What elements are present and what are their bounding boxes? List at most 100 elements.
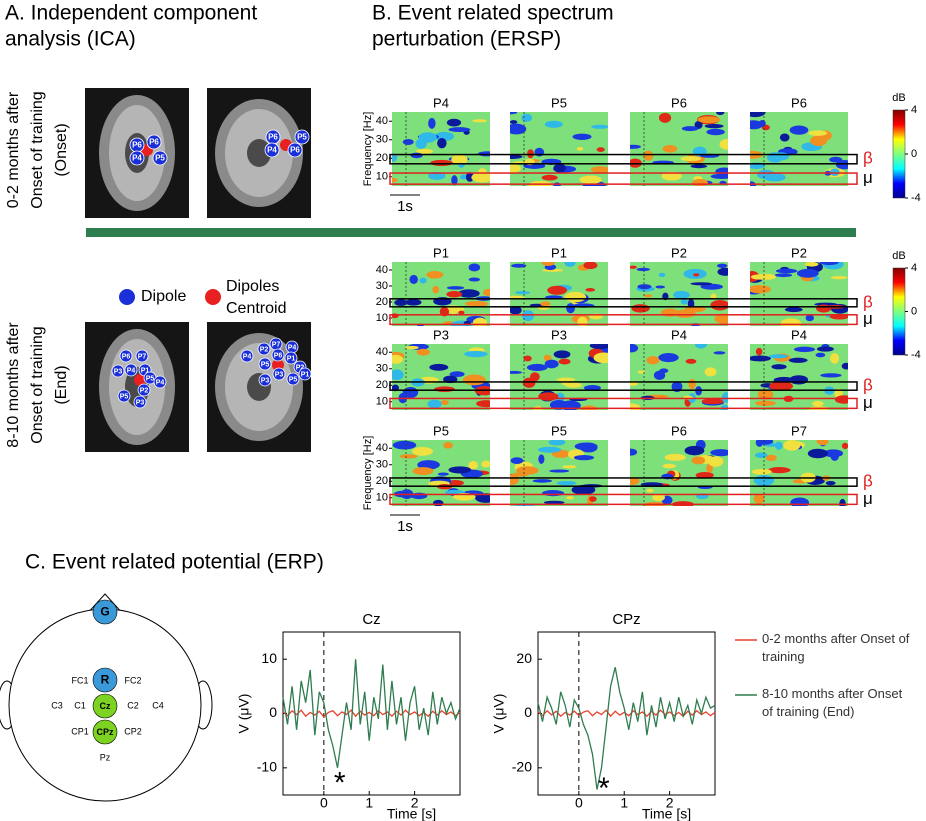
ersp-blob: [808, 130, 828, 136]
ersp-blob: [758, 120, 766, 127]
y-tick-label: 10: [261, 650, 277, 666]
plot-title: P4: [433, 95, 449, 110]
ersp-blob: [750, 285, 771, 294]
electrode-label: CPz: [96, 727, 114, 737]
ersp-blob: [564, 262, 576, 267]
dipole: [284, 351, 298, 365]
y-tick-label: 10: [376, 171, 388, 183]
ersp-blob: [630, 265, 637, 269]
ersp-blob: [690, 282, 712, 286]
ersp-blob: [768, 354, 789, 359]
ersp-blob: [593, 352, 608, 364]
ersp-blob: [706, 128, 725, 136]
ersp-blob: [538, 454, 545, 464]
plot-title: P4: [791, 327, 807, 342]
ersp-blob: [558, 358, 571, 365]
ersp-blob: [544, 359, 559, 369]
ersp-blob: [754, 452, 768, 458]
dipole-label: P4: [288, 344, 297, 351]
ersp-blob: [694, 120, 703, 129]
ersp-blob: [710, 173, 728, 179]
electrode-label: Cz: [100, 701, 111, 711]
ersp-blob: [662, 145, 678, 153]
electrode-label: C2: [127, 700, 139, 710]
ersp-blob: [516, 466, 539, 475]
ersp-blob: [704, 367, 717, 377]
y-tick-label: 30: [376, 134, 388, 146]
dipole-label: P6: [274, 352, 283, 359]
ersp-blob: [419, 277, 427, 284]
ersp-blob: [631, 304, 650, 313]
y-tick-label: 0: [524, 704, 532, 720]
ersp-blob: [472, 119, 488, 123]
ersp-blob: [823, 449, 844, 458]
ersp-blob: [694, 344, 708, 349]
ersp-blob: [428, 117, 436, 129]
y-tick-label: 40: [376, 442, 388, 454]
ersp-blob: [541, 174, 558, 181]
ersp-blob: [566, 303, 576, 314]
ersp-blob: [542, 490, 565, 497]
plot-title: P7: [791, 423, 807, 438]
ersp-blob: [523, 355, 532, 362]
ersp-blob: [658, 112, 672, 123]
axis-label: Time [s]: [387, 806, 436, 821]
plot-title: P5: [551, 423, 567, 438]
dipole: [298, 367, 312, 381]
ersp-blob: [543, 500, 565, 505]
ersp-blob: [714, 313, 728, 325]
plot-title: P5: [551, 95, 567, 110]
electrode: [92, 599, 118, 625]
ersp-blob: [562, 465, 577, 469]
ersp-blob: [411, 447, 434, 456]
ersp-blob: [830, 353, 840, 364]
dipole: [146, 134, 162, 150]
colorbar-tick-label: 0: [911, 148, 917, 160]
electrode-label: CP2: [124, 726, 142, 736]
colorbar-tick-label: 0: [911, 305, 917, 317]
axis-label: Time [s]: [642, 806, 691, 821]
dipole-label: P3: [275, 371, 284, 378]
y-tick-label: 10: [376, 396, 388, 408]
colorbar-tick-label: -4: [911, 192, 921, 204]
ersp-blob: [510, 474, 519, 486]
dipole-label: P6: [149, 138, 159, 147]
ersp-blob: [783, 440, 801, 451]
ersp-blob: [451, 154, 468, 165]
ersp-blob: [577, 316, 588, 326]
dipole: [272, 367, 286, 381]
ersp-blob: [596, 147, 605, 152]
ersp-blob: [458, 310, 465, 315]
ersp-blob: [710, 293, 717, 300]
ersp-blob: [573, 455, 595, 461]
dipole: [258, 357, 272, 371]
ersp-blob: [564, 291, 587, 303]
dipole: [153, 375, 167, 389]
ersp-blob: [526, 363, 548, 372]
ersp-blob: [755, 347, 763, 356]
ersp-blob: [565, 496, 574, 500]
dipole: [294, 129, 310, 145]
dipole-label: P1: [287, 355, 296, 362]
ersp-blob: [418, 132, 437, 143]
ersp-blob: [707, 456, 724, 467]
ersp-blob: [392, 440, 417, 450]
ersp-blob: [841, 362, 848, 370]
ersp-blob: [819, 262, 839, 266]
plot-title: P3: [433, 327, 449, 342]
y-tick-label: 30: [376, 459, 388, 471]
y-tick-label: 40: [376, 346, 388, 358]
ersp-blob: [446, 118, 462, 127]
colorbar-tick-label: 4: [911, 262, 917, 274]
dipole-label: P5: [261, 361, 270, 368]
ersp-blob: [755, 400, 776, 406]
axis-label: V (μV): [491, 694, 507, 734]
dipole-label: P4: [267, 146, 277, 155]
colorbar: [892, 267, 906, 356]
y-tick-label: -10: [257, 759, 277, 775]
plot-title: P4: [671, 327, 687, 342]
ersp-blob: [812, 400, 824, 407]
ersp-blob: [541, 262, 555, 266]
ersp-blob: [553, 350, 571, 359]
ersp-blob: [402, 139, 414, 145]
